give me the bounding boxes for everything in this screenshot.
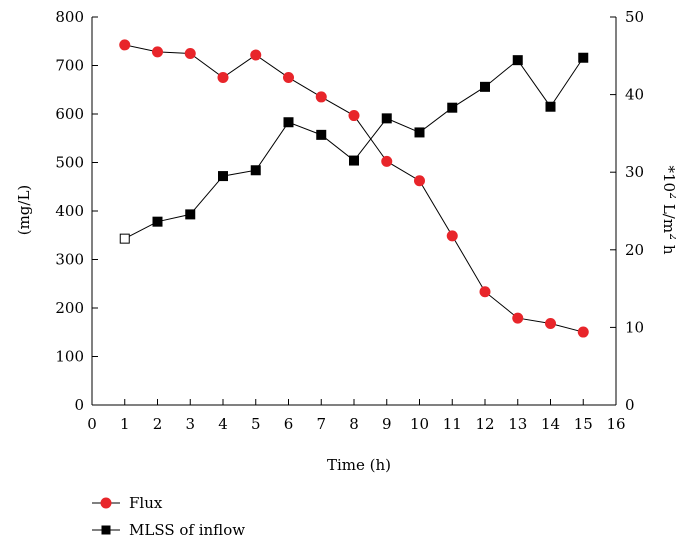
flux-point	[348, 110, 360, 122]
x-tick-label: 1	[120, 415, 130, 433]
mlss-of-inflow-point	[119, 233, 130, 244]
flux-point	[184, 47, 196, 59]
x-tick-label: 2	[153, 415, 163, 433]
y-axis-right-title-part3: h	[660, 240, 676, 255]
legend-mlss-of-inflow-marker	[101, 525, 111, 535]
mlss-of-inflow-point	[250, 165, 261, 176]
flux-point	[250, 49, 262, 61]
axes	[91, 16, 617, 406]
y-right-tick-label: 20	[625, 241, 644, 259]
y-axis-right-title-part1: *10	[660, 165, 676, 192]
mlss-of-inflow-point	[349, 155, 359, 166]
y-axis-left-title: (mg/L)	[15, 185, 33, 236]
series	[119, 39, 589, 338]
y-left-tick-label: 300	[55, 251, 84, 269]
y-left-tick-label: 200	[55, 299, 84, 317]
y-right-tick-label: 10	[625, 318, 644, 336]
mlss-of-inflow-point	[185, 209, 196, 220]
y-axis-right-title-sup2: 2	[667, 233, 676, 240]
mlss-of-inflow-point	[512, 55, 523, 66]
x-tick-label: 5	[251, 415, 261, 433]
y-right-tick-label: 30	[625, 163, 644, 181]
x-tick-label: 7	[316, 415, 326, 433]
flux-point	[315, 91, 327, 103]
flux-point	[512, 312, 524, 324]
y-left-tick-label: 100	[55, 348, 84, 366]
x-tick-label: 10	[410, 415, 429, 433]
x-tick-label: 4	[218, 415, 228, 433]
y-right-tick-label: 50	[625, 8, 644, 26]
x-tick-label: 8	[349, 415, 359, 433]
x-tick-label: 14	[541, 415, 560, 433]
flux-point	[446, 230, 458, 242]
y-right-tick-label: 0	[625, 396, 635, 414]
x-tick-label: 16	[606, 415, 625, 433]
x-tick-label: 6	[284, 415, 294, 433]
legend: Flux MLSS of inflow	[92, 494, 245, 539]
mlss-of-inflow-point	[414, 127, 425, 138]
y-left-tick-label: 500	[55, 154, 84, 172]
mlss-of-inflow-point	[480, 81, 490, 92]
legend-mlss-of-inflow-label: MLSS of inflow	[129, 521, 245, 539]
y-left-tick-label: 400	[55, 202, 84, 220]
x-axis-title: Time (h)	[327, 456, 391, 474]
mlss-of-inflow-point	[152, 216, 163, 227]
x-tick-label: 11	[443, 415, 462, 433]
x-tick-label: 0	[87, 415, 97, 433]
flux-point	[152, 46, 163, 58]
x-tick-label: 13	[508, 415, 527, 433]
tick-labels: 0 1 2 3 4 5 6 7 8 9 10 11 12 13 14 15 160100200300400500…	[55, 8, 644, 433]
x-tick-label: 9	[382, 415, 392, 433]
legend-flux-marker	[100, 497, 112, 509]
legend-flux-label: Flux	[129, 494, 163, 512]
flux-point	[414, 175, 425, 187]
flux-point	[217, 72, 229, 84]
flux-point	[381, 155, 393, 167]
y-left-tick-label: 0	[74, 396, 84, 414]
mlss-of-inflow-point	[381, 113, 392, 124]
flux-point	[545, 318, 556, 330]
y-axis-right-title: *102 L/m2 h	[660, 165, 676, 254]
x-tick-label: 12	[475, 415, 494, 433]
mlss-of-inflow-point	[545, 101, 556, 112]
y-left-tick-label: 600	[55, 105, 84, 123]
x-tick-label: 15	[574, 415, 593, 433]
mlss-of-inflow-point	[578, 52, 589, 63]
mlss-of-inflow-point	[283, 117, 294, 128]
y-right-tick-label: 40	[625, 86, 644, 104]
x-tick-label: 3	[185, 415, 195, 433]
flux-point	[119, 39, 131, 51]
flux-point	[479, 286, 491, 298]
y-axis-right-title-part2: L/m	[660, 199, 676, 233]
mlss-of-inflow-point	[447, 102, 458, 113]
mlss-of-inflow-point	[316, 129, 327, 140]
mlss-of-inflow-point	[218, 171, 228, 182]
flux-point	[283, 72, 294, 84]
y-left-tick-label: 800	[55, 8, 84, 26]
flux-line	[124, 44, 584, 333]
y-left-tick-label: 700	[55, 57, 84, 75]
flux-point	[577, 326, 589, 338]
y-axis-right-title-sup1: 2	[667, 192, 676, 199]
